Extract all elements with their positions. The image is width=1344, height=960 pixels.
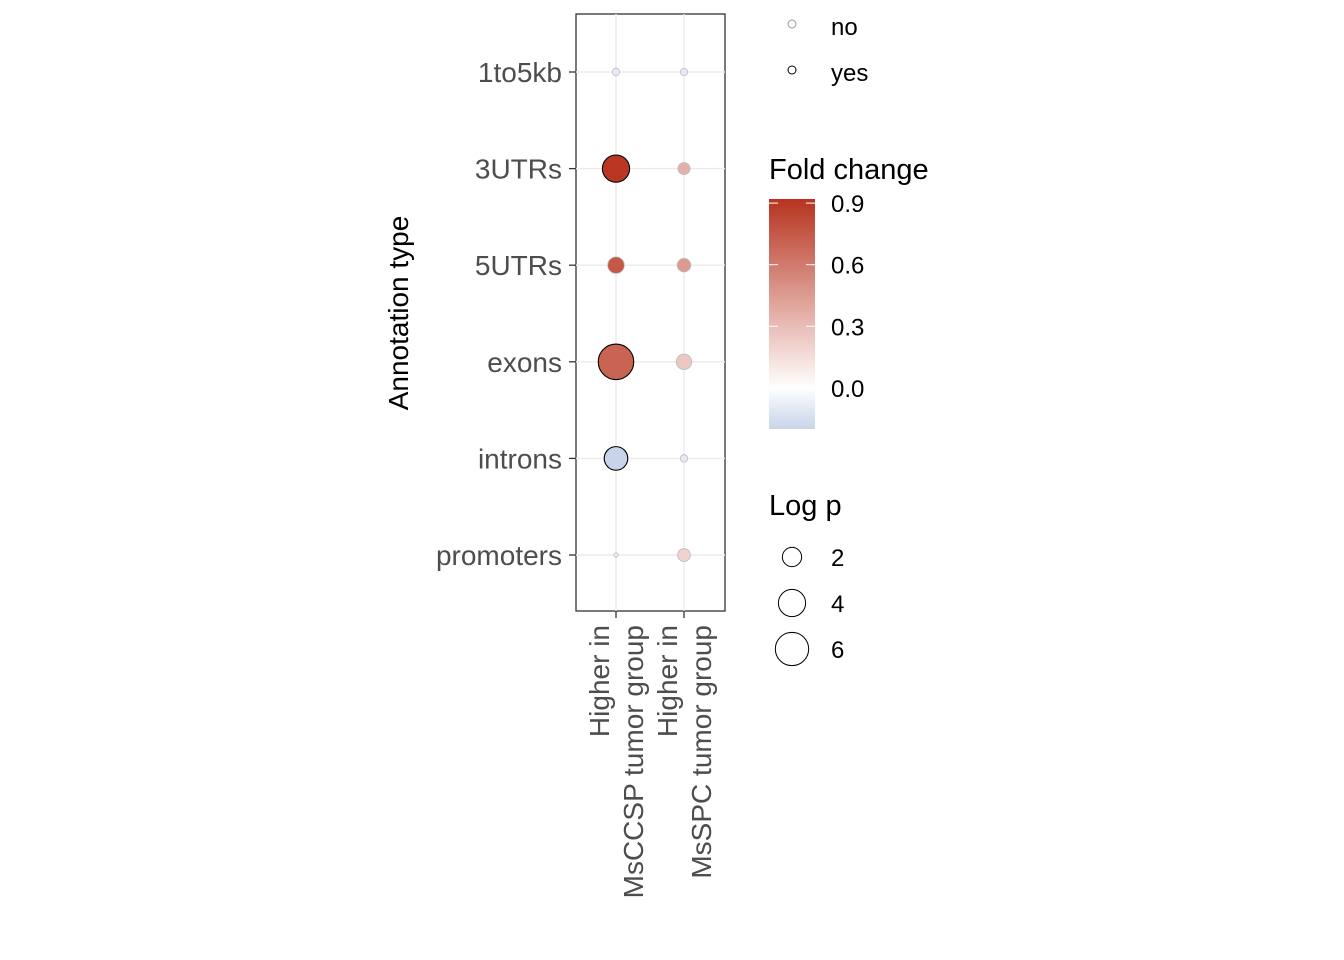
- y-tick-label-promoters: promoters: [436, 540, 562, 571]
- y-tick-label-exons: exons: [487, 347, 562, 378]
- log-p-legend-marker-2: [781, 546, 803, 568]
- x-tick-label-1-line-1: MsSPC tumor group: [686, 625, 717, 879]
- log-p-legend-label-2: 2: [831, 545, 844, 572]
- fold-change-legend: Fold change 0.9 0.6 0.3 0.0: [769, 154, 929, 429]
- point-3utrs-0: [601, 154, 631, 183]
- colorbar-tick-label-1: 0.6: [831, 253, 864, 280]
- gridlines: [576, 14, 725, 611]
- log-p-legend-title: Log p: [769, 490, 842, 522]
- colorbar-tick-label-3: 0.0: [831, 376, 864, 403]
- legend-yes-label: yes: [831, 60, 868, 87]
- log-p-legend-marker-6: [774, 631, 810, 667]
- log-p-legend-label-6: 6: [831, 637, 844, 664]
- fold-change-legend-title: Fold change: [769, 154, 929, 186]
- y-axis: 1to5kb 3UTRs 5UTRs exons introns promoters: [436, 57, 576, 571]
- point-promoters-1: [677, 548, 691, 562]
- point-introns-0: [603, 446, 629, 471]
- legend-yes-marker: [787, 65, 797, 75]
- data-points: [597, 67, 693, 562]
- point-3utrs-1: [677, 162, 691, 176]
- y-tick-label-3utrs: 3UTRs: [475, 154, 562, 185]
- plot-panel: [575, 13, 726, 612]
- colorbar-tick-label-0: 0.9: [831, 191, 864, 218]
- x-tick-label-0: Higher in MsCCSP tumor group: [584, 625, 649, 898]
- legend-no-label: no: [831, 14, 858, 41]
- point-introns-1: [679, 454, 689, 463]
- y-tick-label-introns: introns: [478, 443, 562, 474]
- point-promoters-0: [613, 552, 619, 558]
- point-5utrs-1: [676, 258, 692, 273]
- log-p-legend-label-4: 4: [831, 591, 844, 618]
- x-axis: Higher in MsCCSP tumor group Higher in MsSP…: [584, 611, 717, 898]
- y-tick-label-1to5kb: 1to5kb: [478, 57, 562, 88]
- colorbar-ticks: 0.9 0.6 0.3 0.0: [769, 191, 864, 403]
- log-p-legend-entries: 2 4 6: [774, 545, 844, 667]
- y-axis-title: Annotation type: [383, 216, 414, 411]
- y-tick-label-5utrs: 5UTRs: [475, 250, 562, 281]
- point-exons-1: [675, 353, 693, 370]
- x-tick-label-0-line-1: MsCCSP tumor group: [618, 625, 649, 898]
- point-1to5kb-1: [679, 67, 689, 77]
- log-p-legend: Log p 2 4 6: [769, 490, 844, 667]
- x-tick-label-1: Higher in MsSPC tumor group: [652, 625, 717, 879]
- log-p-legend-marker-4: [777, 588, 807, 618]
- x-tick-label-1-line-0: Higher in: [652, 625, 683, 737]
- significance-legend: no yes: [787, 14, 868, 87]
- point-exons-0: [597, 343, 635, 381]
- point-1to5kb-0: [611, 67, 621, 77]
- fold-change-colorbar: [769, 199, 815, 429]
- x-tick-label-0-line-0: Higher in: [584, 625, 615, 737]
- point-5utrs-0: [607, 256, 625, 274]
- legend-no-marker: [787, 19, 797, 29]
- colorbar-tick-label-2: 0.3: [831, 314, 864, 341]
